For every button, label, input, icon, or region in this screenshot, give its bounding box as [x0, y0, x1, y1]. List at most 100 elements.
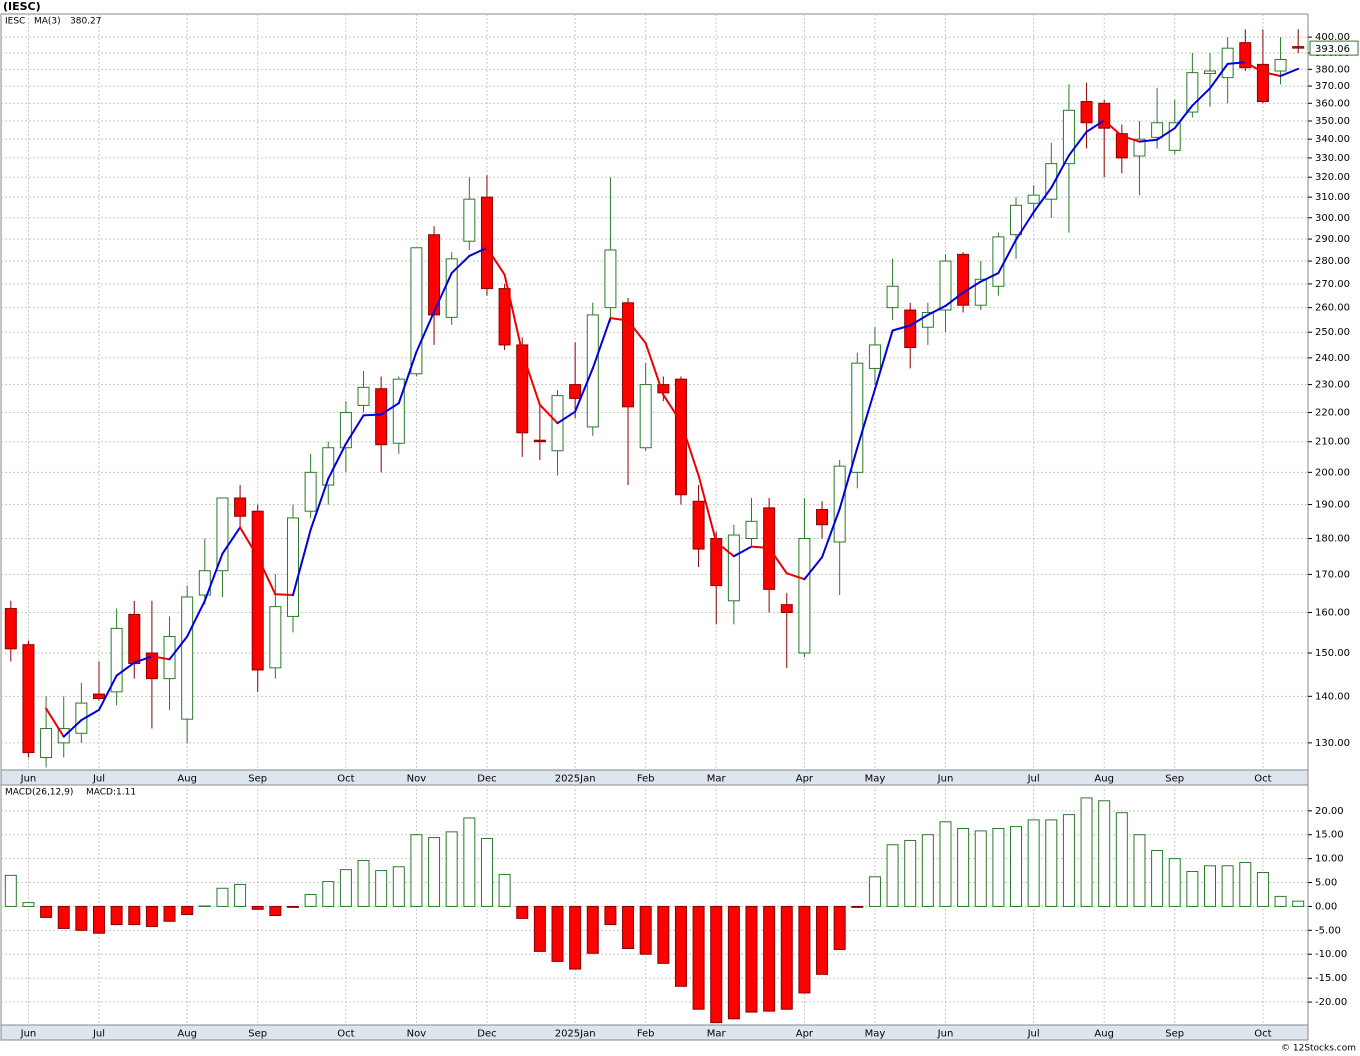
- ma-segment: [1085, 119, 1106, 133]
- legend-ma-name: MA(3): [34, 17, 61, 27]
- ma-segment: [1032, 186, 1053, 214]
- x-tick-label: Dec: [477, 774, 496, 785]
- candle-body: [816, 509, 829, 526]
- y-tick-label: 280.00: [1315, 256, 1350, 267]
- ma-segment: [485, 246, 506, 276]
- histogram-bar: [569, 905, 582, 970]
- candle-body: [639, 384, 652, 449]
- histogram-bar: [727, 905, 740, 1020]
- candle-body: [1115, 133, 1128, 159]
- y-tick-label: 380.00: [1315, 64, 1350, 75]
- ma-segment: [97, 674, 118, 711]
- price-box: [1309, 40, 1359, 56]
- candle-body: [868, 344, 881, 369]
- ma-segment: [821, 507, 841, 559]
- histogram-bar: [710, 905, 723, 1024]
- candle-body: [40, 728, 53, 759]
- y-tick-label: 370.00: [1315, 81, 1350, 92]
- x-tick-label: Oct: [337, 1029, 354, 1040]
- x-tick-label: Jul: [1027, 1029, 1040, 1040]
- y-tick-label: 290.00: [1315, 234, 1350, 245]
- candle-body: [1062, 109, 1075, 165]
- histogram-bar: [1151, 849, 1164, 907]
- histogram-bar: [868, 876, 881, 907]
- y-tick-label: 340.00: [1315, 134, 1350, 145]
- candle-body: [1010, 204, 1023, 236]
- candle-body: [145, 652, 158, 680]
- x-tick-label: Sep: [1165, 774, 1184, 785]
- ma-segment: [1226, 61, 1247, 65]
- histogram-bar: [110, 905, 123, 926]
- ma-segment: [380, 402, 400, 416]
- candle-body: [1098, 102, 1111, 129]
- candle-body: [780, 604, 793, 613]
- x-tick-label: Aug: [177, 1029, 197, 1040]
- histogram-bar: [410, 834, 423, 907]
- histogram-bar: [181, 905, 194, 916]
- candle-body: [163, 635, 176, 680]
- histogram-bar: [216, 887, 229, 907]
- y-tick-label: 350.00: [1315, 116, 1350, 127]
- candle-body: [851, 362, 864, 473]
- histogram-bar: [1204, 865, 1217, 907]
- y-tick-label: 330.00: [1315, 153, 1350, 164]
- candle-body: [1256, 63, 1269, 103]
- candle-body: [498, 288, 511, 346]
- histogram-bar: [939, 821, 952, 907]
- ma-segment: [926, 304, 947, 316]
- ma-segment: [644, 342, 665, 396]
- ma-segment: [768, 547, 788, 575]
- ma-segment: [1279, 67, 1300, 77]
- x-tick-label: Jun: [20, 774, 37, 785]
- ma-segment: [1209, 62, 1229, 90]
- ma-segment: [785, 572, 806, 581]
- candle-body: [428, 234, 441, 316]
- histogram-bar: [40, 905, 53, 918]
- ma-segment: [344, 414, 365, 445]
- ma-segment: [1015, 211, 1035, 241]
- candle-body: [480, 196, 493, 290]
- y-tick-label: 230.00: [1315, 380, 1350, 391]
- histogram-bar: [833, 905, 846, 950]
- histogram-bar: [145, 905, 158, 928]
- x-tick-label: Jul: [1027, 774, 1040, 785]
- x-tick-label: Feb: [637, 774, 655, 785]
- ma-segment: [397, 350, 418, 405]
- candle-body: [939, 260, 952, 311]
- ma-segment: [291, 528, 312, 597]
- histogram-bar: [4, 874, 17, 907]
- x-axis-band: [0, 1024, 1309, 1041]
- x-tick-label: Aug: [177, 774, 197, 785]
- ma-segment: [909, 313, 929, 327]
- ma-segment: [62, 719, 83, 738]
- ma-segment: [979, 272, 1000, 283]
- ma-segment: [186, 599, 206, 638]
- x-tick-label: 2025Jan: [555, 774, 596, 785]
- histogram-bar: [921, 834, 934, 907]
- histogram-bar: [198, 905, 211, 907]
- ma-segment: [997, 238, 1018, 275]
- histogram-bar: [1186, 871, 1199, 907]
- ma-segment: [591, 317, 612, 370]
- candle-body: [181, 596, 194, 720]
- x-tick-label: Apr: [796, 774, 814, 785]
- x-tick-label: Mar: [707, 774, 727, 785]
- y-tick-label: 300.00: [1315, 213, 1350, 224]
- ma-segment: [168, 635, 189, 661]
- candle-body: [4, 608, 17, 650]
- ma-segment: [715, 541, 735, 558]
- histogram-bar: [586, 905, 599, 954]
- ma-segment: [327, 442, 347, 480]
- ma-segment: [627, 319, 647, 345]
- histogram-bar: [1133, 834, 1146, 907]
- candle-body: [1186, 72, 1199, 113]
- y-tick-label: 220.00: [1315, 408, 1350, 419]
- ma-segment: [873, 329, 894, 391]
- histogram-bar: [1168, 858, 1181, 907]
- y-tick-label: -10.00: [1315, 949, 1347, 960]
- candle-body: [304, 471, 317, 512]
- histogram-bar: [745, 905, 758, 1013]
- candle-body: [1027, 194, 1040, 204]
- histogram-bar: [463, 817, 476, 907]
